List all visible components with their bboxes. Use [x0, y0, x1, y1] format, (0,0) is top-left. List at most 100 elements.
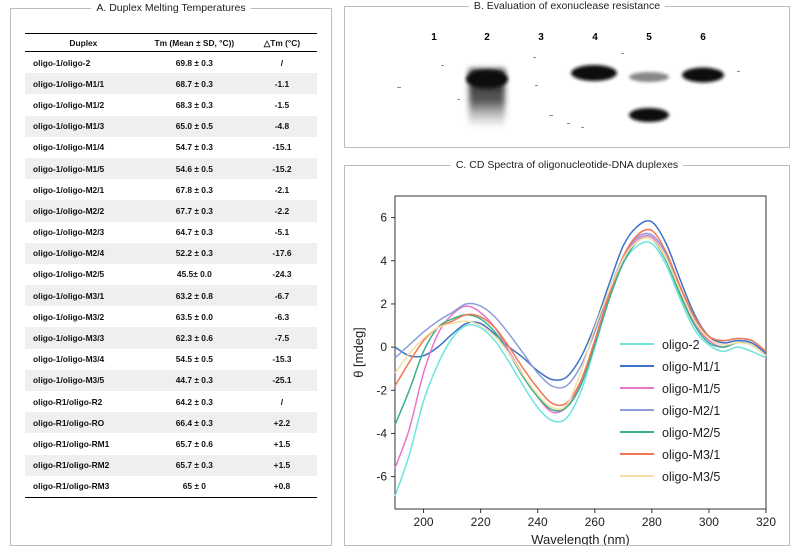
header-duplex: Duplex: [25, 33, 142, 52]
tm-cell: 65.0 ± 0.5: [141, 115, 247, 137]
duplex-cell: oligo-1/oligo-M1/2: [33, 99, 105, 110]
table-row: oligo-R1/oligo-R2 64.2 ± 0.3 /: [25, 391, 317, 412]
legend-label-3: oligo-M1/5: [662, 382, 720, 396]
lane-label-2: 2: [484, 32, 490, 43]
duplex-cell: oligo-1/oligo-M2/2: [25, 200, 142, 222]
table-row: oligo-1/oligo-M2/2 67.7 ± 0.3 -2.2: [25, 200, 317, 222]
series-line-5: [394, 236, 767, 426]
tm-cell: 67.8 ± 0.3: [175, 184, 213, 195]
lane-label-6: 6: [700, 32, 706, 43]
duplex-cell: oligo-1/oligo-M1/1: [25, 73, 142, 95]
y-tick-label: -2: [376, 383, 387, 397]
duplex-cell: oligo-R1/oligo-RM2: [25, 454, 142, 476]
tm-cell: 44.7 ± 0.3: [141, 369, 247, 391]
legend-label-5: oligo-M2/5: [662, 426, 720, 440]
table-body: oligo-1/oligo-2 69.8 ± 0.3/oligo-1/oligo-…: [25, 52, 317, 498]
duplex-cell: oligo-R1/oligo-R2: [33, 396, 103, 407]
duplex-cell: oligo-1/oligo-M2/4: [25, 242, 142, 264]
table-row: oligo-1/oligo-M3/4 54.5 ± 0.5 -15.3: [25, 349, 317, 370]
y-tick-label: 4: [380, 254, 387, 268]
delta-tm-cell: -1.5: [274, 99, 290, 110]
delta-tm-cell: -24.3: [272, 269, 292, 280]
delta-tm-cell: -6.7: [246, 285, 317, 307]
duplex-cell: oligo-R1/oligo-RM3: [25, 475, 142, 498]
delta-tm-cell: -6.3: [274, 311, 290, 322]
delta-tm-cell: -25.1: [246, 369, 317, 391]
duplex-cell: oligo-1/oligo-M1/3: [25, 115, 142, 137]
lane-5-lower-band: [629, 108, 669, 122]
table-row: oligo-1/oligo-M1/5 54.6 ± 0.5 -15.2: [25, 157, 317, 180]
series-line-2: [394, 220, 767, 381]
delta-tm-cell: +1.5: [273, 438, 291, 449]
delta-tm-cell: -2.1: [274, 184, 290, 195]
y-tick-label: -6: [376, 470, 387, 484]
duplex-cell: oligo-1/oligo-M2/5: [33, 269, 105, 280]
header-tm: Tm (Mean ± SD, °C)): [141, 33, 247, 52]
series-line-7: [394, 236, 767, 411]
delta-tm-cell: -1.1: [246, 73, 317, 95]
table-row: oligo-1/oligo-M3/5 44.7 ± 0.3 -25.1: [25, 369, 317, 391]
legend-label-7: oligo-M3/5: [662, 470, 720, 484]
table-row: oligo-R1/oligo-RM3 65 ± 0 +0.8: [25, 475, 317, 498]
melting-temperature-table: Duplex Tm (Mean ± SD, °C)) △Tm (°C) olig…: [25, 33, 317, 498]
tm-cell: 52.2 ± 0.3: [141, 242, 247, 264]
series-line-6: [394, 228, 767, 407]
table-row: oligo-1/oligo-M1/2 68.3 ± 0.3 -1.5: [25, 94, 317, 115]
tm-cell: 64.2 ± 0.3: [175, 396, 213, 407]
tm-cell: 65.7 ± 0.3: [141, 454, 247, 476]
delta-tm-cell: -17.6: [246, 242, 317, 264]
table-row: oligo-1/oligo-M2/1 67.8 ± 0.3 -2.1: [25, 179, 317, 200]
tm-cell: 54.5 ± 0.5: [175, 354, 213, 365]
lane-2-smear: [466, 69, 508, 127]
duplex-cell: oligo-1/oligo-2: [33, 57, 91, 68]
delta-tm-cell: -15.1: [272, 142, 292, 153]
cd-spectra-panel: C. CD Spectra of oligonucleotide-DNA dup…: [344, 159, 790, 546]
tm-cell: 62.3 ± 0.6: [141, 327, 247, 349]
table-header-row: Duplex Tm (Mean ± SD, °C)) △Tm (°C): [25, 33, 317, 52]
tm-cell: 65.7 ± 0.6: [175, 438, 213, 449]
legend-label-6: oligo-M3/1: [662, 448, 720, 462]
y-tick-label: 0: [380, 340, 387, 354]
delta-tm-cell: -15.2: [246, 157, 317, 180]
legend-label-4: oligo-M2/1: [662, 404, 720, 418]
exonuclease-gel-panel: B. Evaluation of exonuclease resistance …: [344, 0, 790, 148]
y-axis-label: θ [mdeg]: [351, 327, 366, 378]
x-tick-label: 260: [585, 515, 605, 529]
tm-cell: 67.7 ± 0.3: [141, 200, 247, 222]
delta-tm-cell: -5.1: [274, 227, 290, 238]
x-tick-label: 240: [528, 515, 548, 529]
delta-tm-cell: +2.2: [246, 412, 317, 434]
table-row: oligo-1/oligo-M1/1 68.7 ± 0.3 -1.1: [25, 73, 317, 95]
table-row: oligo-1/oligo-M3/2 63.5 ± 0.0 -6.3: [25, 306, 317, 327]
duplex-cell: oligo-1/oligo-M3/2: [33, 311, 105, 322]
gel-image: 1 2 3 4 5 6: [397, 32, 740, 128]
delta-tm-cell: /: [280, 396, 284, 407]
lane-label-1: 1: [431, 32, 437, 43]
lane-label-3: 3: [538, 32, 544, 43]
lane-5-upper-band: [629, 72, 669, 82]
tm-cell: 68.3 ± 0.3: [175, 99, 213, 110]
delta-tm-cell: -4.8: [246, 115, 317, 137]
delta-tm-cell: -2.2: [246, 200, 317, 222]
x-tick-label: 300: [699, 515, 719, 529]
tm-cell: 54.6 ± 0.5: [141, 157, 247, 180]
table-row: oligo-1/oligo-M3/1 63.2 ± 0.8 -6.7: [25, 285, 317, 307]
melting-temperature-panel: A. Duplex Melting Temperatures Duplex Tm…: [10, 2, 332, 546]
gel-specks: [397, 53, 740, 128]
duplex-cell: oligo-1/oligo-M3/4: [33, 354, 105, 365]
table-row: oligo-1/oligo-M2/3 64.7 ± 0.3 -5.1: [25, 222, 317, 243]
y-tick-label: -4: [376, 426, 387, 440]
tm-cell: 54.7 ± 0.3: [175, 142, 213, 153]
header-delta-tm: △Tm (°C): [246, 33, 317, 52]
duplex-cell: oligo-1/oligo-M3/1: [25, 285, 142, 307]
table-row: oligo-1/oligo-M1/3 65.0 ± 0.5 -4.8: [25, 115, 317, 137]
tm-cell: 63.2 ± 0.8: [141, 285, 247, 307]
y-tick-label: 2: [380, 297, 387, 311]
table-row: oligo-R1/oligo-RO 66.4 ± 0.3 +2.2: [25, 412, 317, 434]
tm-cell: 64.7 ± 0.3: [175, 227, 213, 238]
tm-cell: 66.4 ± 0.3: [141, 412, 247, 434]
delta-tm-cell: +0.8: [246, 475, 317, 498]
duplex-cell: oligo-1/oligo-M2/3: [33, 227, 105, 238]
cd-spectra-chart: 200 220 240 260 280 300 320 -6 -4 -2 0 2 4 6 Wavelengt…: [351, 195, 776, 545]
duplex-cell: oligo-R1/oligo-RO: [25, 412, 142, 434]
